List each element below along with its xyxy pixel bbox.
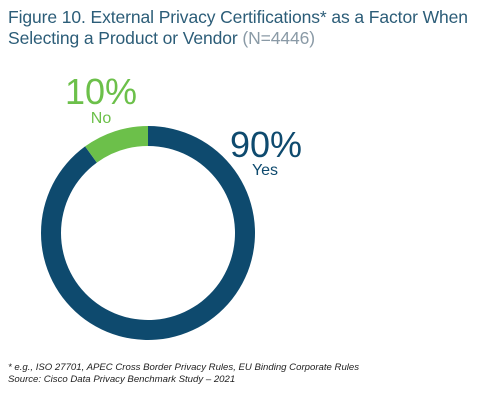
footnote-source: Source: Cisco Data Privacy Benchmark Stu… [8,374,236,385]
donut-slice-yes [40,126,255,340]
footnote-definition: * e.g., ISO 27701, APEC Cross Border Pri… [8,362,360,373]
chart-title: Figure 10. External Privacy Certificatio… [8,7,476,49]
slice-value-label-yes: 90% [230,124,302,165]
slice-category-label-yes: Yes [252,162,278,179]
footnotes: * e.g., ISO 27701, APEC Cross Border Pri… [8,362,359,386]
chart-title-main: Figure 10. External Privacy Certificatio… [8,7,468,48]
slice-value-label-no: 10% [65,71,137,112]
chart-title-sample-size: (N=4446) [242,28,316,48]
donut-slice-no [85,126,148,163]
slice-category-label-no: No [91,110,112,127]
